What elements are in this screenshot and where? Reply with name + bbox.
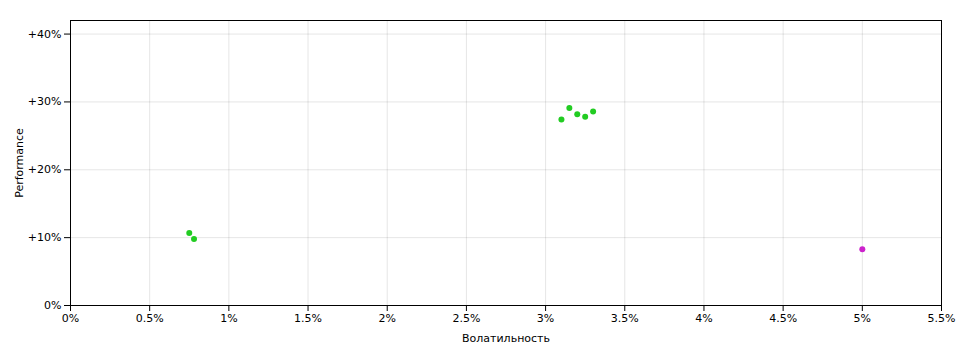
svg-text:5.5%: 5.5%	[928, 312, 956, 325]
svg-text:3%: 3%	[537, 312, 554, 325]
svg-text:+40%: +40%	[28, 28, 62, 41]
svg-text:+30%: +30%	[28, 95, 62, 108]
svg-text:1.5%: 1.5%	[294, 312, 322, 325]
svg-text:+20%: +20%	[28, 163, 62, 176]
svg-text:0%: 0%	[62, 312, 79, 325]
svg-text:4%: 4%	[695, 312, 712, 325]
svg-text:1%: 1%	[220, 312, 237, 325]
svg-text:3.5%: 3.5%	[611, 312, 639, 325]
svg-text:Performance: Performance	[13, 128, 26, 198]
svg-text:5%: 5%	[854, 312, 871, 325]
svg-text:+10%: +10%	[28, 231, 62, 244]
svg-text:0%: 0%	[44, 299, 61, 312]
svg-text:Волатильность: Волатильность	[462, 332, 550, 345]
svg-text:0.5%: 0.5%	[136, 312, 164, 325]
svg-text:2.5%: 2.5%	[452, 312, 480, 325]
svg-text:2%: 2%	[379, 312, 396, 325]
svg-text:4.5%: 4.5%	[769, 312, 797, 325]
